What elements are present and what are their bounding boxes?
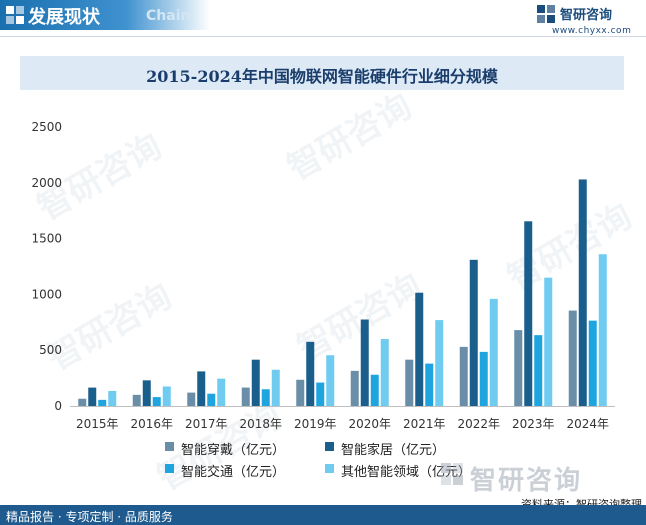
bar [187,392,196,406]
header-bar [0,0,210,30]
x-tick-label: 2020年 [348,417,391,431]
bar [78,398,87,406]
x-tick-label: 2018年 [239,417,282,431]
brand-url: www.chyxx.com [552,26,632,36]
bar [296,379,305,406]
brand-watermark: 智研咨询 [470,466,583,496]
bar [370,374,379,406]
bar [588,320,597,406]
bar [326,355,335,406]
y-tick-label: 2500 [31,120,62,134]
bar [108,390,117,406]
bar [598,254,607,406]
bar [578,179,587,406]
chart-title-band: 2015-2024年中国物联网智能硬件行业细分规模 [20,56,624,90]
x-tick-label: 2016年 [130,417,173,431]
brand-name: 智研咨询 [560,8,613,23]
brand-watermark-icon [441,463,463,485]
bar [544,277,553,406]
x-tick-label: 2021年 [403,417,446,431]
x-tick-label: 2019年 [294,417,337,431]
bar [132,394,141,406]
bar [479,351,488,406]
bar [489,298,498,406]
bar [98,399,107,406]
bar [534,335,543,406]
bar [197,371,206,406]
header-subtitle-en: Chain [146,8,191,24]
chart-title: 2015-2024年中国物联网智能硬件行业细分规模 [146,67,498,86]
y-tick-label: 2000 [31,176,62,190]
brand-logo-icon [537,5,555,23]
bar [435,320,444,406]
brand-logo: 智研咨询 www.chyxx.com [536,4,636,36]
x-tick-label: 2017年 [185,417,228,431]
bar [152,397,161,406]
bar [88,387,97,406]
bar [425,363,434,406]
x-tick-label: 2024年 [566,417,609,431]
bar [350,370,359,406]
x-tick-label: 2023年 [512,417,555,431]
bar [251,359,260,406]
x-tick-label: 2015年 [76,417,119,431]
y-tick-label: 0 [54,399,62,413]
bar [380,339,389,406]
bar [405,359,414,406]
bar [524,221,533,406]
header-title: 发展现状 [28,7,100,28]
bar [415,292,424,406]
bar [360,319,369,406]
bar [568,310,577,406]
bar [241,387,250,406]
bar [316,382,325,406]
bar [217,378,226,406]
page-header: 发展现状 Chain [0,0,646,30]
y-tick-label: 500 [39,343,62,357]
header-squares-icon [6,6,24,24]
bar [261,389,270,406]
page-footer: 精品报告 · 专项定制 · 品质服务 [0,505,646,525]
bar [306,341,315,406]
y-tick-label: 1500 [31,232,62,246]
bar [514,330,523,406]
bar [271,369,280,406]
footer-tagline: 精品报告 · 专项定制 · 品质服务 [6,510,173,524]
x-tick-label: 2022年 [457,417,500,431]
bar [142,380,151,406]
bar [207,393,216,406]
y-tick-label: 1000 [31,287,62,301]
bar [162,386,171,406]
bar [459,346,468,406]
header-divider [0,36,646,37]
bar [469,259,478,406]
